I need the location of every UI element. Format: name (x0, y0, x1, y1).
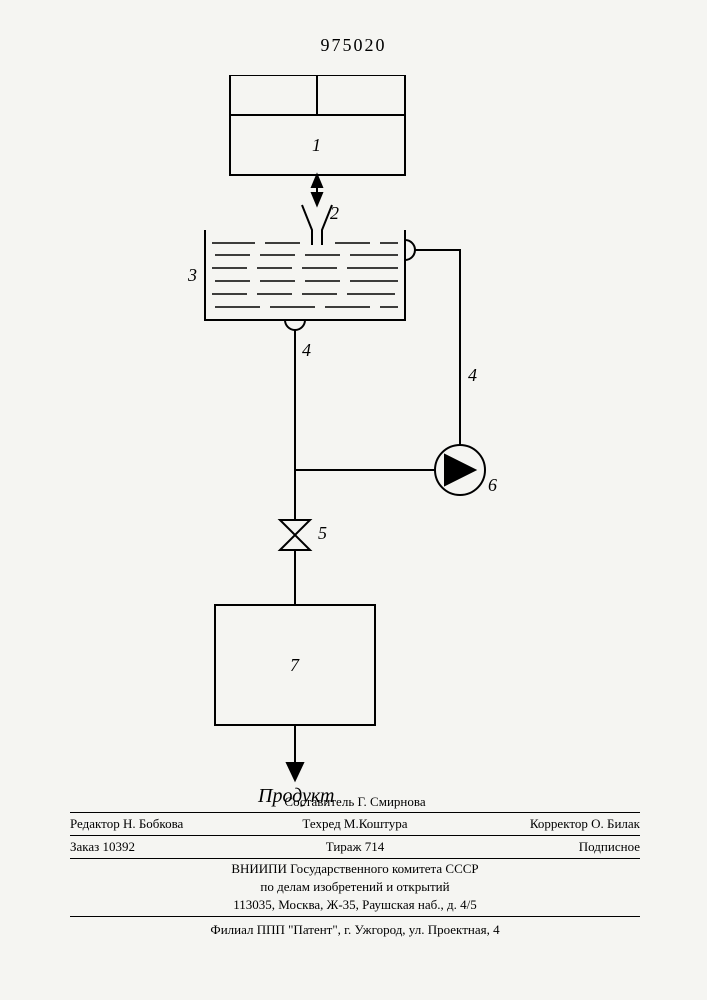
liquid-hatch (212, 243, 398, 307)
footer-order-row: Заказ 10392 Тираж 714 Подписное (70, 835, 640, 859)
footer-tirage: Тираж 714 (260, 839, 450, 855)
footer-org1: ВНИИПИ Государственного комитета СССР (70, 861, 640, 877)
arrow-output (287, 763, 303, 780)
footer-org2: по делам изобретений и открытий (70, 879, 640, 895)
funnel-2 (302, 205, 332, 245)
footer-techred: Техред М.Коштура (260, 816, 450, 832)
label-1: 1 (312, 135, 321, 156)
label-4b: 4 (468, 365, 477, 386)
footer-compiler: Составитель Г. Смирнова (70, 794, 640, 810)
label-5: 5 (318, 523, 327, 544)
reservoir-outlet-right (405, 240, 415, 260)
reservoir-outlet-bottom (285, 320, 305, 330)
label-6: 6 (488, 475, 497, 496)
label-7: 7 (290, 655, 299, 676)
arrow-out-1 (312, 175, 322, 187)
footer-address: 113035, Москва, Ж-35, Раушская наб., д. … (70, 897, 640, 917)
diagram-svg (130, 75, 560, 815)
line-4-right (415, 250, 460, 445)
footer-corrector: Корректор О. Билак (450, 816, 640, 832)
label-3: 3 (188, 265, 197, 286)
footer-editor: Редактор Н. Бобкова (70, 816, 260, 832)
footer-order: Заказ 10392 (70, 839, 260, 855)
pump-6-triangle (445, 455, 475, 485)
diagram-container: 1 2 3 4 4 5 6 7 Продукт (130, 75, 560, 815)
footer: Составитель Г. Смирнова Редактор Н. Бобк… (70, 792, 640, 940)
footer-credits-row: Редактор Н. Бобкова Техред М.Коштура Кор… (70, 812, 640, 835)
arrow-in-2 (312, 193, 322, 205)
footer-branch: Филиал ППП "Патент", г. Ужгород, ул. Про… (70, 919, 640, 938)
page-number: 975020 (321, 35, 387, 56)
valve-5-fill (280, 520, 310, 550)
footer-subscribe: Подписное (450, 839, 640, 855)
label-2: 2 (330, 203, 339, 224)
label-4a: 4 (302, 340, 311, 361)
